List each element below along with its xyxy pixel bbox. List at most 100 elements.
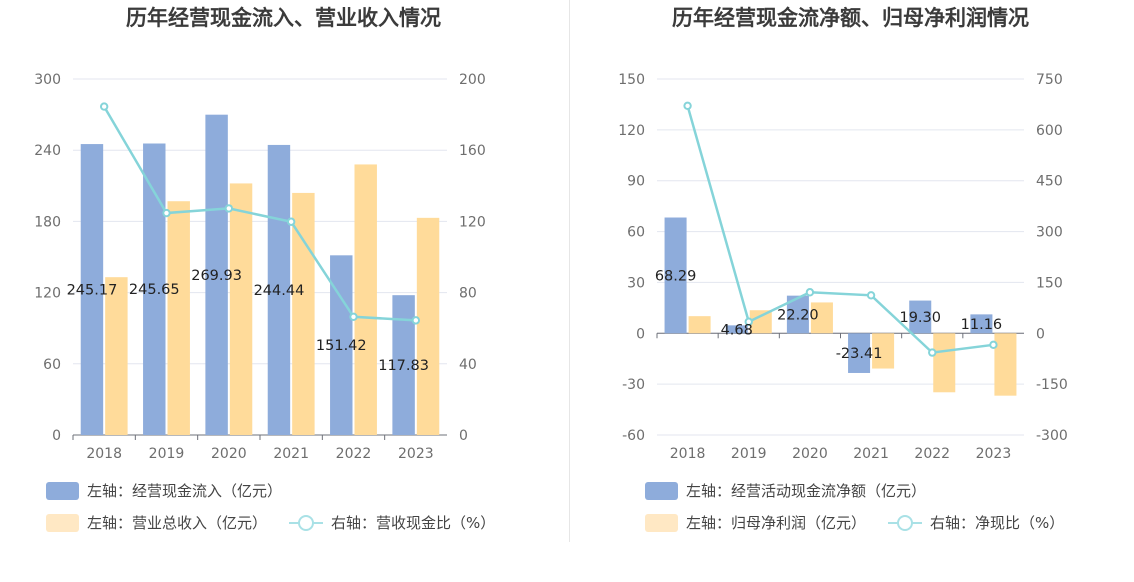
line-point [411,316,421,325]
bar-secondary [416,217,440,435]
bar-data-label: 22.20 [777,307,819,323]
legend-item-net-profit[interactable]: 左轴：归母净利润（亿元） [645,512,866,533]
bar-data-label: 117.83 [378,358,429,374]
legend-item-cash-profit-ratio[interactable]: 右轴：净现比（%） [888,512,1064,533]
y-left-tick-label: 60 [43,357,61,373]
bar-data-label: -23.41 [836,346,883,362]
bar-secondary [229,183,253,435]
legend-swatch-bar [645,513,678,532]
line-point [99,102,109,111]
x-tick-label: 2019 [731,446,767,462]
y-right-tick-label: 200 [459,72,486,88]
bar-primary [205,114,228,435]
y-left-tick-label: 90 [627,174,645,190]
x-tick-label: 2020 [792,446,828,462]
y-right-tick-label: 0 [459,428,468,444]
x-tick-label: 2023 [976,446,1012,462]
bar-primary [909,300,932,334]
chart-plot-left: 0 60 120 180 240 300 0 40 80 120 160 200 2018 2019 202… [34,72,486,462]
y-right-tick-label: 300 [1036,225,1063,241]
bar-data-label: 269.93 [191,268,242,284]
chart-title: 历年经营现金流净额、归母净利润情况 [672,6,1029,30]
bar-secondary [933,333,956,393]
line-point [928,348,937,357]
bar-secondary [810,302,833,334]
legend-swatch-line [888,514,923,532]
series-line [686,105,994,354]
bar-primary [970,314,993,334]
x-tick-label: 2018 [86,446,122,462]
legend-swatch-line [289,514,324,532]
y-left-tick-label: 180 [34,214,61,230]
line-point [224,204,234,213]
bar-data-label: 19.30 [899,310,941,326]
bar-data-label: 151.42 [316,338,367,354]
legend-row-2: 左轴：营业总收入（亿元） 右轴：营收现金比（%） [46,512,517,533]
legend-item-revenue[interactable]: 左轴：营业总收入（亿元） [46,512,267,533]
bar-primary [143,143,166,435]
y-right-tick-label: 40 [459,357,477,373]
chart-plot-right: -60-300306090120150-300-1500150300450600… [618,72,1068,462]
line-point [805,288,815,297]
y-left-tick-label: 300 [34,72,61,88]
line-point [683,101,692,110]
x-tick-label: 2022 [914,446,950,462]
panel-divider [569,0,570,542]
legend-swatch-bar [46,481,79,500]
bar-data-label: 245.65 [129,282,180,298]
line-point [162,208,171,218]
x-tick-label: 2021 [273,446,309,462]
bar-data-label: 244.44 [254,283,305,299]
line-point [989,340,998,350]
x-tick-label: 2018 [670,446,706,462]
bar-primary [725,325,748,334]
bar-primary [848,333,871,373]
bar-secondary [354,164,377,435]
y-left-tick-label: 150 [618,72,645,88]
x-tick-label: 2020 [211,446,247,462]
y-right-tick-label: 150 [1036,275,1063,291]
bar-data-label: 68.29 [655,268,697,284]
y-left-tick-label: 0 [52,428,61,444]
legend-label: 右轴：净现比（%） [930,514,1065,532]
y-left-tick-label: -60 [622,428,645,444]
legend-row-1: 左轴：经营活动现金流净额（亿元） [645,480,948,501]
y-right-tick-label: 600 [1036,123,1063,139]
y-right-tick-label: 450 [1036,174,1063,190]
bar-data-label: 245.17 [67,283,118,299]
legend-item-cash-ratio[interactable]: 右轴：营收现金比（%） [289,512,495,533]
line-point [286,217,296,226]
y-left-tick-label: 120 [34,286,61,302]
legend-item-net-cash-flow[interactable]: 左轴：经营活动现金流净额（亿元） [645,480,926,501]
y-left-tick-label: 30 [627,275,645,291]
line-point [349,312,358,322]
y-left-tick-label: 120 [618,123,645,139]
y-left-tick-label: 240 [34,143,61,159]
bar-primary [664,217,687,334]
legend-label: 右轴：营收现金比（%） [331,514,496,532]
y-left-tick-label: 0 [636,326,645,342]
bar-data-label: 4.68 [721,322,753,338]
y-right-tick-label: 0 [1036,326,1045,342]
x-tick-label: 2023 [398,446,434,462]
y-right-tick-label: -300 [1036,428,1068,444]
y-right-tick-label: 120 [459,214,486,230]
legend-label: 左轴：经营活动现金流净额（亿元） [686,482,927,500]
chart-title: 历年经营现金流入、营业收入情况 [126,6,441,30]
legend-item-cash-inflow[interactable]: 左轴：经营现金流入（亿元） [46,480,282,501]
bar-secondary [105,277,128,435]
y-right-tick-label: -150 [1036,377,1068,393]
bar-secondary [749,310,772,334]
bar-primary [330,255,353,435]
bar-data-label: 11.16 [961,317,1003,333]
chart-panel-left: 历年经营现金流入、营业收入情况 0 60 120 180 240 300 0 40 80 120 1… [34,6,517,533]
y-right-tick-label: 80 [459,286,477,302]
y-right-tick-label: 160 [459,143,486,159]
bar-secondary [688,316,711,334]
x-tick-label: 2019 [149,446,185,462]
bar-secondary [994,333,1017,396]
y-right-tick-label: 750 [1036,72,1063,88]
bar-secondary [292,192,315,435]
line-point [744,317,753,326]
legend-label: 左轴：归母净利润（亿元） [686,514,867,532]
